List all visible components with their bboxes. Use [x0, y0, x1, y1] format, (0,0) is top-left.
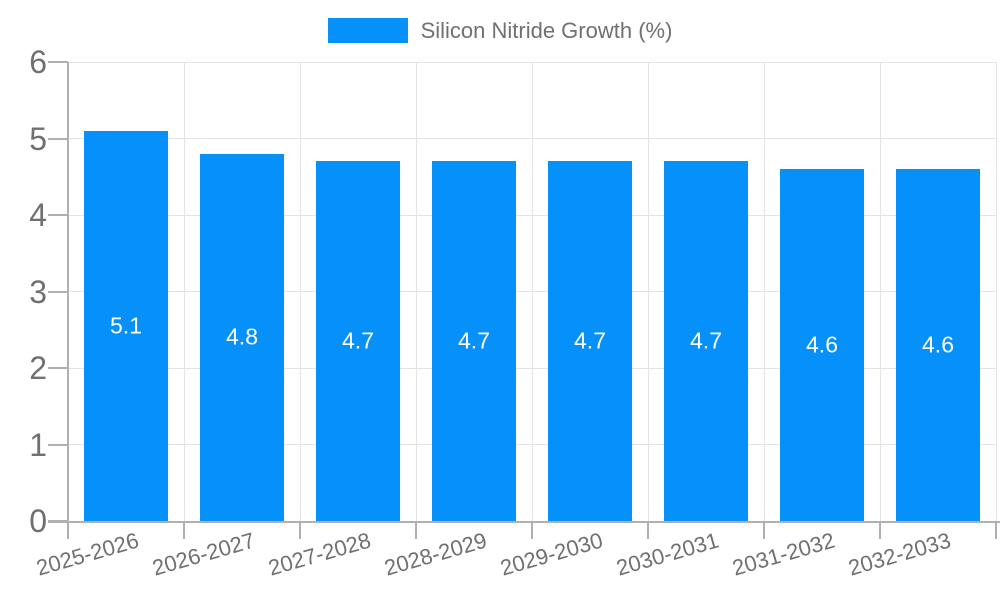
bar — [664, 161, 748, 521]
x-tick — [531, 521, 533, 539]
bar — [316, 161, 400, 521]
y-axis-line — [67, 62, 69, 521]
y-tick-label: 5 — [29, 120, 47, 157]
y-tick — [48, 443, 68, 446]
bar-value-label: 4.7 — [574, 327, 606, 354]
y-tick-label: 4 — [29, 197, 47, 233]
legend-label: Silicon Nitride Growth (%) — [420, 18, 673, 43]
bar-value-label: 4.7 — [342, 327, 374, 354]
x-tick-label: 2029-2030 — [497, 527, 606, 581]
x-gridline — [183, 62, 185, 521]
x-gridline — [531, 62, 533, 521]
x-gridline — [647, 62, 649, 521]
bar-value-label: 4.7 — [458, 327, 490, 354]
x-gridline — [995, 62, 997, 521]
x-tick — [647, 521, 649, 539]
y-tick — [48, 137, 68, 140]
y-tick-label: 6 — [29, 44, 47, 80]
y-tick — [48, 61, 68, 63]
x-tick-label: 2026-2027 — [149, 527, 258, 581]
y-tick-label: 3 — [29, 273, 47, 310]
y-tick — [48, 367, 68, 369]
x-tick — [415, 521, 417, 539]
x-gridline — [763, 62, 765, 521]
bar — [84, 130, 168, 521]
x-tick-label: 2027-2028 — [265, 527, 374, 581]
x-tick-label: 2032-2033 — [845, 527, 954, 581]
bar — [896, 169, 980, 521]
x-tick-label: 2031-2032 — [729, 527, 838, 581]
x-gridline — [879, 62, 881, 521]
legend[interactable]: Silicon Nitride Growth (%) — [0, 18, 1000, 43]
x-tick — [763, 521, 765, 539]
y-tick — [48, 290, 68, 293]
y-tick — [48, 214, 68, 216]
x-tick — [183, 521, 185, 539]
bar-value-label: 4.7 — [690, 327, 722, 354]
legend-swatch — [327, 18, 408, 43]
bar-value-label: 4.6 — [922, 331, 954, 358]
x-tick — [995, 521, 997, 539]
x-tick — [299, 521, 301, 539]
x-tick — [879, 521, 881, 539]
y-tick-label: 0 — [29, 503, 47, 539]
x-tick — [67, 521, 69, 539]
y-tick-label: 1 — [29, 426, 47, 463]
y-tick-label: 2 — [29, 350, 47, 386]
bar — [200, 153, 284, 521]
bar — [548, 161, 632, 521]
x-tick-label: 2028-2029 — [381, 527, 490, 581]
bar — [432, 161, 516, 521]
x-tick-label: 2030-2031 — [613, 527, 722, 581]
x-tick-label: 2025-2026 — [33, 527, 142, 581]
bar-value-label: 4.6 — [806, 331, 838, 358]
bar-value-label: 4.8 — [226, 323, 258, 350]
x-axis-line — [48, 521, 1000, 523]
x-gridline — [299, 62, 301, 521]
bar-value-label: 5.1 — [110, 312, 142, 339]
x-gridline — [415, 62, 417, 521]
bar — [780, 169, 864, 521]
